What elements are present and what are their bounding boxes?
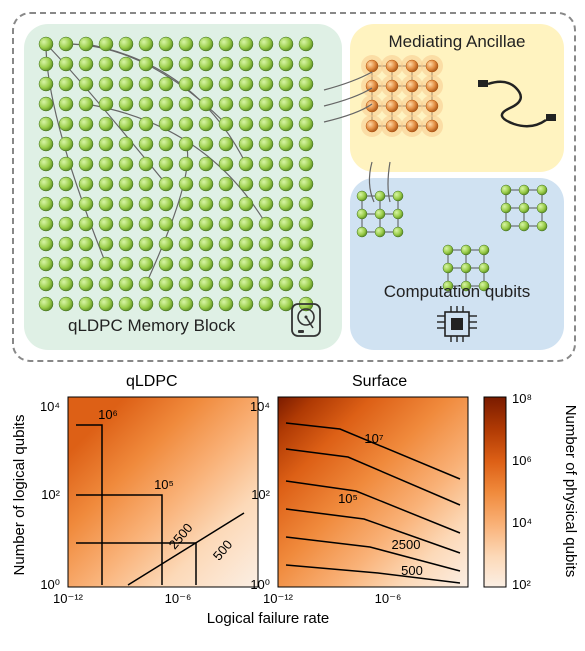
colorbar: 10⁸ 10⁶ 10⁴ 10²	[484, 391, 532, 592]
svg-text:10⁶: 10⁶	[98, 407, 118, 422]
svg-text:10⁷: 10⁷	[364, 431, 383, 446]
svg-text:10⁴: 10⁴	[250, 399, 270, 414]
chip-icon	[435, 304, 479, 344]
cbar-label: Number of physical qubits	[562, 405, 579, 578]
svg-text:10⁻¹²: 10⁻¹²	[263, 591, 294, 606]
svg-text:10⁸: 10⁸	[512, 391, 532, 406]
computation-region: Computation qubits	[350, 178, 564, 350]
cable-icon	[478, 80, 556, 126]
memory-block-region: qLDPC Memory Block	[24, 24, 342, 350]
memory-block-label: qLDPC Memory Block	[68, 316, 235, 336]
x-axis-label: Logical failure rate	[207, 610, 330, 627]
svg-text:10⁻⁶: 10⁻⁶	[165, 591, 192, 606]
mediating-region: Mediating Ancillae	[350, 24, 564, 172]
svg-text:10⁻¹²: 10⁻¹²	[53, 591, 84, 606]
svg-text:10⁻⁶: 10⁻⁶	[375, 591, 402, 606]
svg-text:10²: 10²	[251, 487, 270, 502]
svg-text:10⁴: 10⁴	[40, 399, 60, 414]
surface-heatmap: 10⁷ 10⁵ 2500 500 10⁴ 10² 10⁰ 10⁻¹² 10⁻⁶	[250, 397, 468, 606]
svg-text:2500: 2500	[392, 537, 421, 552]
svg-text:10⁵: 10⁵	[154, 477, 174, 492]
svg-text:10²: 10²	[512, 577, 531, 592]
figure-root: { "top": { "memory_label": "qLDPC Memory…	[0, 0, 585, 651]
y-axis-label: Number of logical qubits	[11, 415, 28, 576]
svg-text:10⁴: 10⁴	[512, 515, 532, 530]
top-panel: qLDPC Memory Block Mediating Ancillae Co…	[12, 12, 576, 362]
svg-text:10⁶: 10⁶	[512, 453, 532, 468]
svg-text:10²: 10²	[41, 487, 60, 502]
mediating-svg	[350, 24, 564, 172]
qldpc-heatmap: 10⁶10⁵2500500 10⁴ 10² 10⁰ 10⁻¹² 10⁻⁶	[40, 397, 258, 606]
svg-text:10⁵: 10⁵	[338, 491, 358, 506]
svg-text:10⁰: 10⁰	[40, 577, 60, 592]
qldpc-title: qLDPC	[126, 373, 178, 391]
surface-title: Surface	[352, 373, 407, 391]
svg-text:10⁰: 10⁰	[250, 577, 270, 592]
heatmap-svg: Number of logical qubits 10⁶ 10⁵ 2500 500 1…	[10, 375, 580, 645]
computation-label: Computation qubits	[350, 282, 564, 302]
disk-icon	[290, 302, 322, 338]
svg-text:500: 500	[401, 563, 423, 578]
heatmaps: qLDPC Surface	[10, 375, 580, 645]
